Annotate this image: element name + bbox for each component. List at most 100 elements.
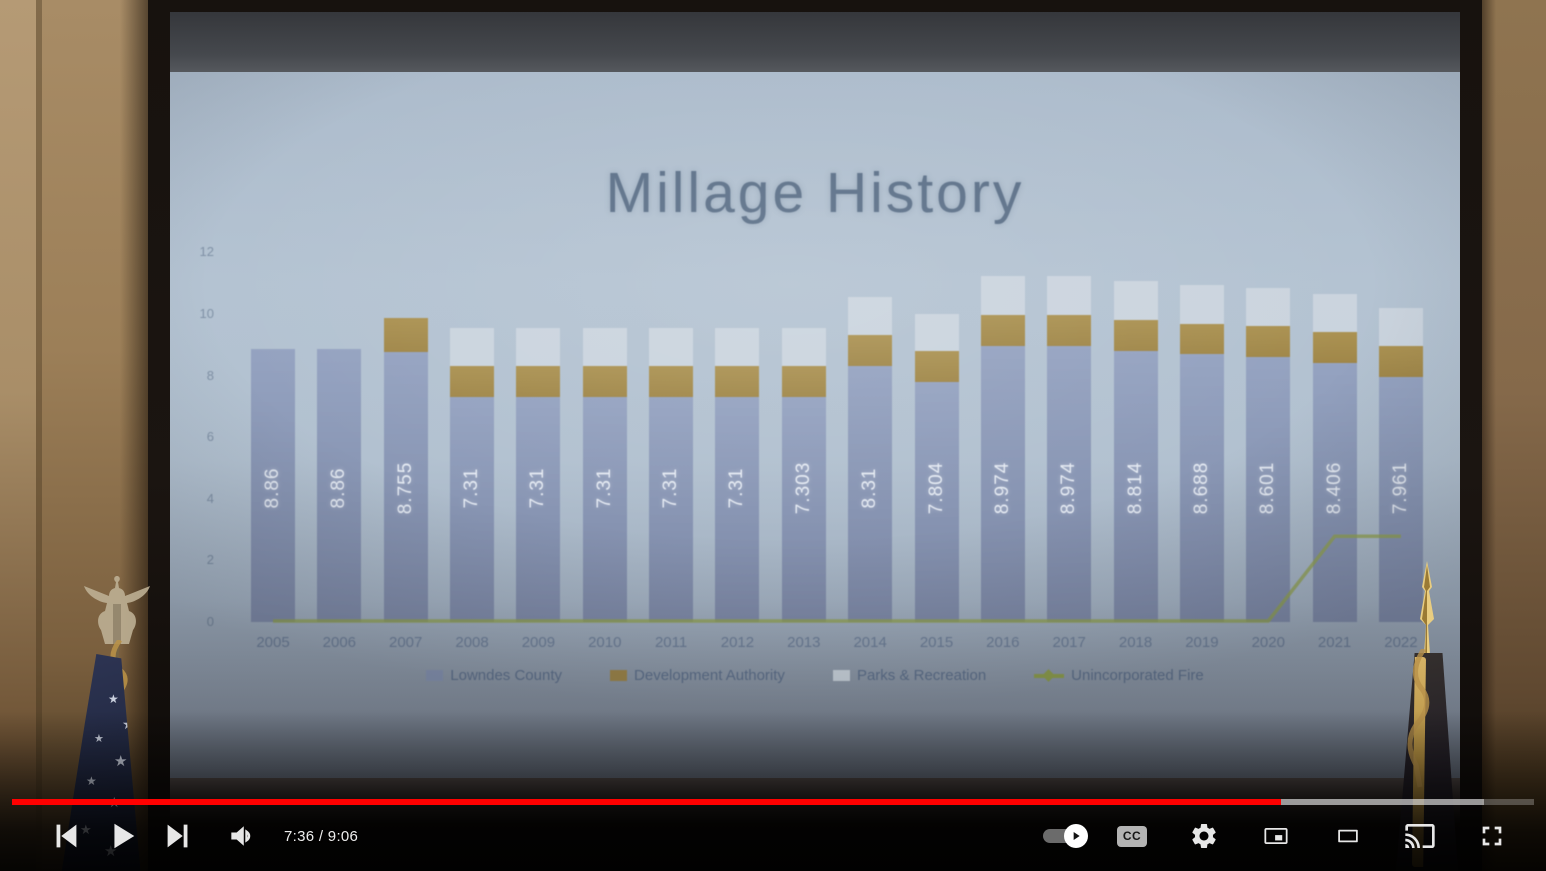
bar-segment: [582, 396, 627, 622]
bar-value-label: 8.974: [991, 461, 1013, 515]
bar-value-label: 7.31: [527, 467, 549, 509]
previous-icon: [56, 824, 77, 848]
volume-button[interactable]: [214, 813, 270, 859]
bar-value-label: 7.804: [925, 461, 947, 515]
seek-bar[interactable]: [12, 799, 1534, 805]
cc-icon: CC: [1117, 825, 1147, 847]
bar-segment: [1113, 281, 1158, 320]
x-tick-label: 2013: [787, 634, 821, 651]
bar-2016: [980, 252, 1025, 622]
bar-segment: [1378, 307, 1423, 347]
bar-segment: [450, 396, 495, 622]
bar-segment: [383, 318, 428, 353]
bar-2013: [781, 252, 826, 622]
bar-2005: [251, 252, 295, 622]
bar-2008: [450, 252, 495, 622]
bar-segment: [1378, 346, 1423, 377]
controls-right-group: CC: [1020, 813, 1546, 859]
wall-shadow-right: [1482, 0, 1496, 871]
x-tick-label: 2011: [654, 634, 688, 651]
bar-segment: [980, 276, 1025, 315]
bar-2014: [848, 252, 893, 622]
x-tick-label: 2022: [1384, 634, 1418, 651]
bar-segment: [450, 327, 495, 367]
legend-swatch: [426, 670, 444, 681]
bar-segment: [649, 366, 694, 397]
volume-icon: [231, 826, 251, 846]
legend-item: Unincorporated Fire: [1034, 667, 1204, 684]
bar-segment: [781, 327, 826, 367]
bar-2009: [516, 252, 561, 622]
x-tick-label: 2010: [588, 634, 622, 651]
bar-value-label: 8.974: [1058, 461, 1080, 515]
bar-segment: [715, 396, 760, 622]
bar-segment: [649, 327, 694, 367]
legend-label: Development Authority: [634, 667, 785, 684]
bar-2012: [715, 252, 760, 622]
bar-segment: [1246, 287, 1291, 327]
legend-label: Parks & Recreation: [856, 667, 987, 684]
legend-item: Development Authority: [610, 667, 785, 684]
bar-segment: [516, 366, 561, 397]
x-tick-label: 2021: [1317, 634, 1352, 651]
y-tick-label: 4: [206, 490, 214, 506]
bar-segment: [649, 396, 694, 622]
bar-value-label: 8.688: [1190, 461, 1212, 515]
autoplay-pill: [1043, 824, 1088, 848]
bar-segment: [715, 327, 760, 367]
fullscreen-button[interactable]: [1460, 813, 1524, 859]
x-tick-label: 2019: [1185, 634, 1219, 651]
fullscreen-icon: [1482, 826, 1502, 846]
bar-segment: [1113, 319, 1158, 351]
x-tick-label: 2008: [455, 634, 489, 651]
gear-icon: [1192, 824, 1216, 848]
play-button[interactable]: [94, 813, 150, 859]
autoplay-toggle[interactable]: [1028, 813, 1092, 859]
miniplayer-button[interactable]: [1244, 813, 1308, 859]
legend-item: Lowndes County: [426, 667, 562, 684]
bar-2022: [1378, 252, 1423, 622]
x-tick-label: 2009: [521, 634, 556, 651]
bar-segment: [1312, 332, 1357, 364]
gold-finial-icon: [1420, 561, 1434, 669]
seek-bar-played: [12, 799, 1282, 805]
eagle-finial-icon: [84, 576, 150, 644]
bar-segment: [582, 366, 627, 397]
legend-swatch: [832, 670, 850, 681]
y-tick-label: 8: [206, 367, 214, 383]
bar-segment: [516, 396, 561, 622]
slide-title: Millage History: [605, 161, 1025, 225]
flag-star: ★: [108, 692, 119, 706]
x-tick-label: 2006: [322, 634, 357, 651]
bar-value-label: 7.303: [792, 461, 814, 515]
projection-screen: Millage History 0 2 4 6 8 10 12 8.86 8.86 8.755 7…: [170, 12, 1460, 823]
bar-2011: [649, 252, 694, 622]
previous-button[interactable]: [38, 813, 94, 859]
bar-2015: [914, 252, 959, 622]
bar-segment: [1179, 323, 1224, 355]
bar-segment: [914, 350, 959, 382]
bar-segment: [516, 327, 561, 367]
bar-value-label: 8.406: [1323, 461, 1345, 515]
x-tick-label: 2016: [986, 634, 1020, 651]
bar-value-label: 8.814: [1124, 461, 1146, 515]
wall-seam: [36, 0, 42, 871]
y-tick-label: 10: [199, 306, 214, 321]
controls-left-group: 7:36 / 9:06: [0, 813, 358, 859]
y-tick-label: 12: [199, 244, 214, 260]
x-tick-label: 2018: [1118, 634, 1153, 651]
bar-segment: [715, 366, 760, 397]
x-tick-label: 2014: [853, 634, 887, 651]
play-icon: [114, 823, 135, 849]
bar-value-label: 7.31: [593, 467, 615, 509]
cast-button[interactable]: [1388, 813, 1452, 859]
bar-segment: [848, 335, 893, 367]
theater-button[interactable]: [1316, 813, 1380, 859]
subtitles-button[interactable]: CC: [1100, 813, 1164, 859]
settings-button[interactable]: [1172, 813, 1236, 859]
bar-value-label: 7.31: [660, 467, 682, 509]
bar-2020: [1246, 252, 1291, 622]
bar-segment: [914, 313, 959, 351]
next-button[interactable]: [150, 813, 206, 859]
legend-swatch: [610, 670, 628, 681]
